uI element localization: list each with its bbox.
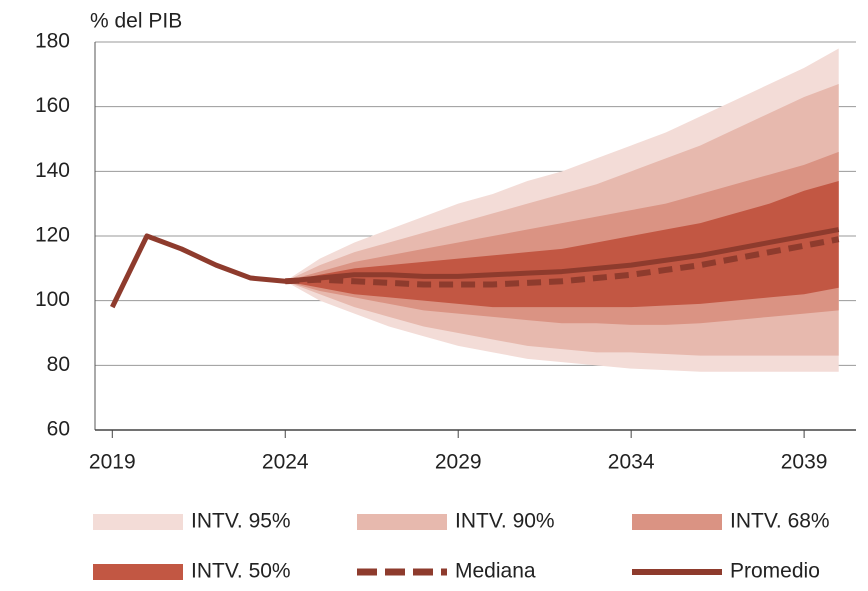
legend-label: INTV. 90% [455,510,555,533]
median-line [285,236,840,288]
legend-swatch [93,514,183,530]
y-axis-label: % del PIB [90,10,182,33]
x-tick-label: 2034 [608,451,655,474]
legend-swatch [93,564,183,580]
x-tick-label: 2029 [435,451,482,474]
y-tick-label: 180 [35,30,70,53]
legend-label: INTV. 50% [191,560,291,583]
legend-label: INTV. 68% [730,510,830,533]
y-tick-label: 80 [47,353,70,376]
y-tick-label: 60 [47,418,70,441]
y-tick-label: 120 [35,224,70,247]
legend-label: INTV. 95% [191,510,291,533]
y-tick-label: 140 [35,159,70,182]
x-tick-label: 2039 [781,451,828,474]
x-tick-label: 2019 [89,451,136,474]
legend-swatch [357,514,447,530]
legend-swatch [632,514,722,530]
mean-line [110,227,840,309]
legend-label: Mediana [455,560,536,583]
y-tick-label: 160 [35,94,70,117]
y-tick-label: 100 [35,288,70,311]
legend-label: Promedio [730,560,820,583]
x-tick-label: 2024 [262,451,309,474]
